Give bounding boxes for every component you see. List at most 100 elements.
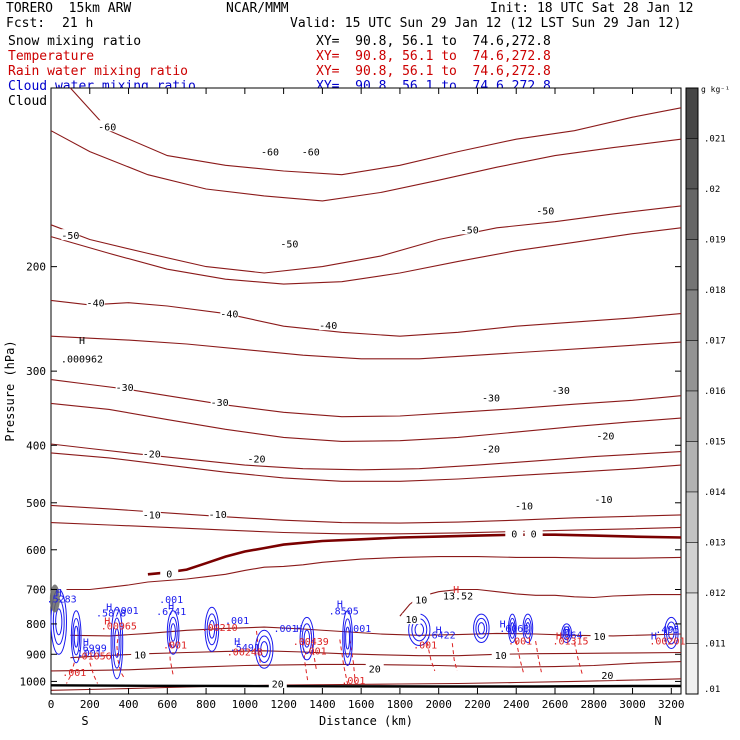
max-annotation: H xyxy=(104,617,110,628)
contour-label-bg xyxy=(482,391,501,403)
colorbar-segment xyxy=(685,390,699,442)
max-annotation: H xyxy=(564,625,570,636)
temperature-contour xyxy=(50,299,682,337)
temperature-contour xyxy=(147,533,682,576)
max-annotation: H xyxy=(234,637,240,648)
temperature-contour xyxy=(50,402,682,442)
cloud-water-contour xyxy=(477,622,485,635)
cloud-water-contour xyxy=(562,626,571,641)
colorbar-label: .017 xyxy=(704,337,726,347)
temperature-contour xyxy=(50,678,682,691)
contour-label: -50 xyxy=(461,225,479,236)
contour-label-bg xyxy=(131,648,150,660)
contour-label-bg xyxy=(115,380,134,392)
cloud-water-contour xyxy=(50,589,68,655)
cloud-water-max-shade xyxy=(49,584,60,613)
colorbar-label: .012 xyxy=(704,589,726,599)
colorbar-label: .01 xyxy=(704,685,720,695)
max-annotation: .6422 xyxy=(426,630,456,641)
rain-contour xyxy=(426,642,436,672)
cloud-water-contour xyxy=(666,621,677,645)
contour-label-bg xyxy=(491,649,510,661)
contour-label: 0 xyxy=(166,570,172,581)
contour-label-bg xyxy=(261,145,280,157)
contour-label-bg xyxy=(598,669,617,681)
cloud-water-contour xyxy=(561,623,572,644)
contour-label-bg xyxy=(61,229,80,241)
max-annotation: .8505 xyxy=(329,606,359,617)
valid-time: Valid: 15 UTC Sun 29 Jan 12 (12 LST Sun … xyxy=(290,16,682,31)
contour-label-bg xyxy=(210,395,229,407)
colorbar-segment xyxy=(685,643,699,695)
cloud-water-contour xyxy=(70,610,82,664)
contour-label-bg xyxy=(596,429,615,441)
temperature-contour xyxy=(69,87,682,176)
contour-label: -60 xyxy=(302,148,320,159)
max-annotation: H xyxy=(296,624,302,635)
max-annotation: .6999 xyxy=(77,643,107,654)
rain-contour xyxy=(515,640,525,676)
contour-label-bg xyxy=(590,629,609,641)
x-tick-label: 2000 xyxy=(425,698,452,711)
colorbar-segment xyxy=(685,87,699,139)
x-tick-label: 200 xyxy=(80,698,100,711)
max-annotation: .01056 xyxy=(76,651,112,662)
x-tick-label: 2800 xyxy=(581,698,608,711)
max-annotation: .00248 xyxy=(227,648,263,659)
colorbar-segment xyxy=(685,491,699,543)
contour-label: -30 xyxy=(552,386,570,397)
contour-label: 10 xyxy=(134,650,146,661)
contour-label-bg xyxy=(86,296,105,308)
temperature-contour xyxy=(66,556,682,591)
fcst-value: 21 h xyxy=(62,16,94,31)
max-annotation: H xyxy=(337,599,343,610)
colorbar-label: .011 xyxy=(704,640,726,650)
contour-label-bg xyxy=(514,499,533,511)
max-annotation: .001 xyxy=(413,640,437,651)
temperature-contour xyxy=(70,650,682,659)
cloud-water-contour xyxy=(257,635,271,664)
colorbar-label: .016 xyxy=(704,387,726,397)
max-annotation: H xyxy=(106,603,112,614)
cloud-water-contour xyxy=(345,626,351,650)
contour-label: 20 xyxy=(272,680,284,691)
y-tick-label: 600 xyxy=(26,544,46,557)
contour-label-bg xyxy=(247,452,266,464)
y-tick-label: 400 xyxy=(26,439,46,452)
max-annotation: .495 xyxy=(655,625,679,636)
max-annotation: .01315 xyxy=(552,636,588,647)
max-annotation: .001 xyxy=(115,606,139,617)
rain-contour xyxy=(451,643,458,672)
contour-label: -50 xyxy=(280,240,298,251)
max-annotation: .001 xyxy=(347,624,371,635)
max-annotation: .001 xyxy=(508,636,532,647)
cloud-water-contour xyxy=(523,617,532,639)
rain-contour xyxy=(116,632,126,680)
y-tick-label: 800 xyxy=(26,618,46,631)
contour-label-bg xyxy=(594,493,613,505)
contour-label: -40 xyxy=(87,299,105,310)
y-tick-label: 500 xyxy=(26,497,46,510)
max-annotation: H xyxy=(56,588,62,599)
max-annotation: .000962 xyxy=(61,354,103,365)
y-tick-label: 700 xyxy=(26,584,46,597)
field-name: Temperature xyxy=(8,49,95,64)
contour-label: -20 xyxy=(596,431,614,442)
max-annotation: .001 xyxy=(159,595,183,606)
cloud-water-contour xyxy=(522,613,534,644)
contour-label-bg xyxy=(142,508,161,520)
contour-label: 10 xyxy=(495,651,507,662)
rain-contour xyxy=(535,641,542,673)
contour-label: 0 xyxy=(511,529,517,540)
contour-label: -10 xyxy=(515,501,533,512)
cloud-water-contour xyxy=(299,616,315,661)
colorbar-frame xyxy=(685,87,699,695)
contour-label-bg xyxy=(301,145,320,157)
max-annotation: .001 xyxy=(62,668,86,679)
contour-label: 20 xyxy=(601,671,613,682)
temperature-contour xyxy=(50,130,682,202)
center-title: NCAR/MMM xyxy=(226,1,289,16)
contour-label-bg xyxy=(98,120,117,132)
y-tick-label: 200 xyxy=(26,261,46,274)
